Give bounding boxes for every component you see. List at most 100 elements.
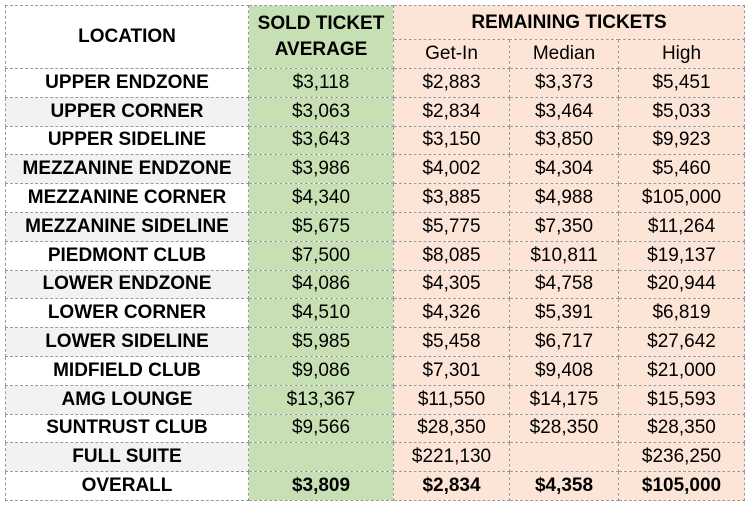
header-high: High — [618, 39, 745, 69]
location-cell: UPPER ENDZONE — [5, 68, 249, 98]
get-in-cell: $4,305 — [393, 269, 510, 300]
median-cell: $5,391 — [509, 298, 619, 329]
header-sold-ticket-average: SOLD TICKET AVERAGE — [248, 5, 394, 69]
high-cell: $21,000 — [618, 355, 745, 386]
sold-average-cell: $13,367 — [248, 384, 394, 415]
get-in-cell: $5,458 — [393, 327, 510, 357]
high-cell: $20,944 — [618, 269, 745, 300]
location-cell: FULL SUITE — [5, 442, 249, 473]
get-in-cell: $4,326 — [393, 298, 510, 329]
location-cell: UPPER SIDELINE — [5, 125, 249, 156]
location-cell: MIDFIELD CLUB — [5, 355, 249, 386]
location-cell: MEZZANINE CORNER — [5, 183, 249, 213]
sold-average-cell — [248, 442, 394, 473]
header-get-in: Get-In — [393, 39, 510, 69]
table-row: MEZZANINE CORNER $4,340 $3,885 $4,988 $105,0… — [5, 183, 745, 213]
location-cell: PIEDMONT CLUB — [5, 240, 249, 271]
high-cell: $27,642 — [618, 327, 745, 357]
location-cell: LOWER SIDELINE — [5, 327, 249, 357]
high-cell: $236,250 — [618, 442, 745, 473]
header-sold-line1: SOLD TICKET — [257, 13, 385, 34]
sold-average-cell: $5,985 — [248, 327, 394, 357]
get-in-cell: $7,301 — [393, 355, 510, 386]
sold-average-cell: $4,086 — [248, 269, 394, 300]
median-cell: $3,464 — [509, 96, 619, 127]
location-cell: AMG LOUNGE — [5, 384, 249, 415]
median-cell: $6,717 — [509, 327, 619, 357]
high-cell: $105,000 — [618, 471, 745, 501]
sold-average-cell: $7,500 — [248, 240, 394, 271]
header-row-sub: Get-In Median High — [6, 39, 745, 69]
get-in-cell: $11,550 — [393, 384, 510, 415]
header-median: Median — [509, 39, 619, 69]
high-cell: $19,137 — [618, 240, 745, 271]
table-row: MEZZANINE ENDZONE $3,986 $4,002 $4,304 $5,46… — [5, 154, 745, 185]
get-in-cell: $2,834 — [393, 471, 510, 501]
high-cell: $105,000 — [618, 183, 745, 213]
high-cell: $5,460 — [618, 154, 745, 185]
median-cell: $9,408 — [509, 355, 619, 386]
ticket-price-table-container: LOCATION SOLD TICKET AVERAGE REMAINING T… — [5, 5, 745, 501]
table-row: SUNTRUST CLUB $9,566 $28,350 $28,350 $28,350 — [5, 413, 745, 444]
table-row: LOWER CORNER $4,510 $4,326 $5,391 $6,819 — [5, 298, 745, 329]
get-in-cell: $2,834 — [393, 96, 510, 127]
table-row: AMG LOUNGE $13,367 $11,550 $14,175 $15,593 — [5, 384, 745, 415]
header-sold-line2: AVERAGE — [274, 39, 368, 60]
sold-average-cell: $3,063 — [248, 96, 394, 127]
location-cell: MEZZANINE SIDELINE — [5, 211, 249, 242]
high-cell: $5,033 — [618, 96, 745, 127]
median-cell: $4,988 — [509, 183, 619, 213]
sold-average-cell: $5,675 — [248, 211, 394, 242]
median-cell: $4,358 — [509, 471, 619, 501]
get-in-cell: $2,883 — [393, 68, 510, 98]
location-cell: UPPER CORNER — [5, 96, 249, 127]
table-row: UPPER ENDZONE $3,118 $2,883 $3,373 $5,451 — [5, 68, 745, 98]
sold-average-cell: $3,118 — [248, 68, 394, 98]
location-cell: OVERALL — [5, 471, 249, 501]
location-cell: MEZZANINE ENDZONE — [5, 154, 249, 185]
sold-average-cell: $9,566 — [248, 413, 394, 444]
get-in-cell: $4,002 — [393, 154, 510, 185]
median-cell: $7,350 — [509, 211, 619, 242]
get-in-cell: $28,350 — [393, 413, 510, 444]
sold-average-cell: $3,986 — [248, 154, 394, 185]
median-cell: $3,373 — [509, 68, 619, 98]
table-row: MIDFIELD CLUB $9,086 $7,301 $9,408 $21,000 — [5, 355, 745, 386]
median-cell: $14,175 — [509, 384, 619, 415]
median-cell: $4,758 — [509, 269, 619, 300]
high-cell: $11,264 — [618, 211, 745, 242]
sold-average-cell: $3,809 — [248, 471, 394, 501]
median-cell — [509, 442, 619, 473]
median-cell: $3,850 — [509, 125, 619, 156]
location-cell: SUNTRUST CLUB — [5, 413, 249, 444]
sold-average-cell: $3,643 — [248, 125, 394, 156]
high-cell: $15,593 — [618, 384, 745, 415]
high-cell: $5,451 — [618, 68, 745, 98]
get-in-cell: $8,085 — [393, 240, 510, 271]
table-row: LOWER SIDELINE $5,985 $5,458 $6,717 $27,642 — [5, 327, 745, 357]
sold-average-cell: $4,510 — [248, 298, 394, 329]
sold-average-cell: $4,340 — [248, 183, 394, 213]
table-body: UPPER ENDZONE $3,118 $2,883 $3,373 $5,451 UPP… — [5, 68, 745, 501]
table-row: UPPER SIDELINE $3,643 $3,150 $3,850 $9,923 — [5, 125, 745, 156]
location-cell: LOWER ENDZONE — [5, 269, 249, 300]
get-in-cell: $3,150 — [393, 125, 510, 156]
location-cell: LOWER CORNER — [5, 298, 249, 329]
median-cell: $28,350 — [509, 413, 619, 444]
get-in-cell: $5,775 — [393, 211, 510, 242]
high-cell: $28,350 — [618, 413, 745, 444]
header-location: LOCATION — [5, 5, 249, 69]
table-row: MEZZANINE SIDELINE $5,675 $5,775 $7,350 $11,… — [5, 211, 745, 242]
get-in-cell: $3,885 — [393, 183, 510, 213]
high-cell: $9,923 — [618, 125, 745, 156]
median-cell: $10,811 — [509, 240, 619, 271]
table-row: LOWER ENDZONE $4,086 $4,305 $4,758 $20,944 — [5, 269, 745, 300]
high-cell: $6,819 — [618, 298, 745, 329]
median-cell: $4,304 — [509, 154, 619, 185]
sold-average-cell: $9,086 — [248, 355, 394, 386]
table-row: UPPER CORNER $3,063 $2,834 $3,464 $5,033 — [5, 96, 745, 127]
overall-row: OVERALL $3,809 $2,834 $4,358 $105,000 — [5, 471, 745, 501]
ticket-price-table: LOCATION SOLD TICKET AVERAGE REMAINING T… — [5, 5, 745, 501]
table-row: PIEDMONT CLUB $7,500 $8,085 $10,811 $19,137 — [5, 240, 745, 271]
get-in-cell: $221,130 — [393, 442, 510, 473]
